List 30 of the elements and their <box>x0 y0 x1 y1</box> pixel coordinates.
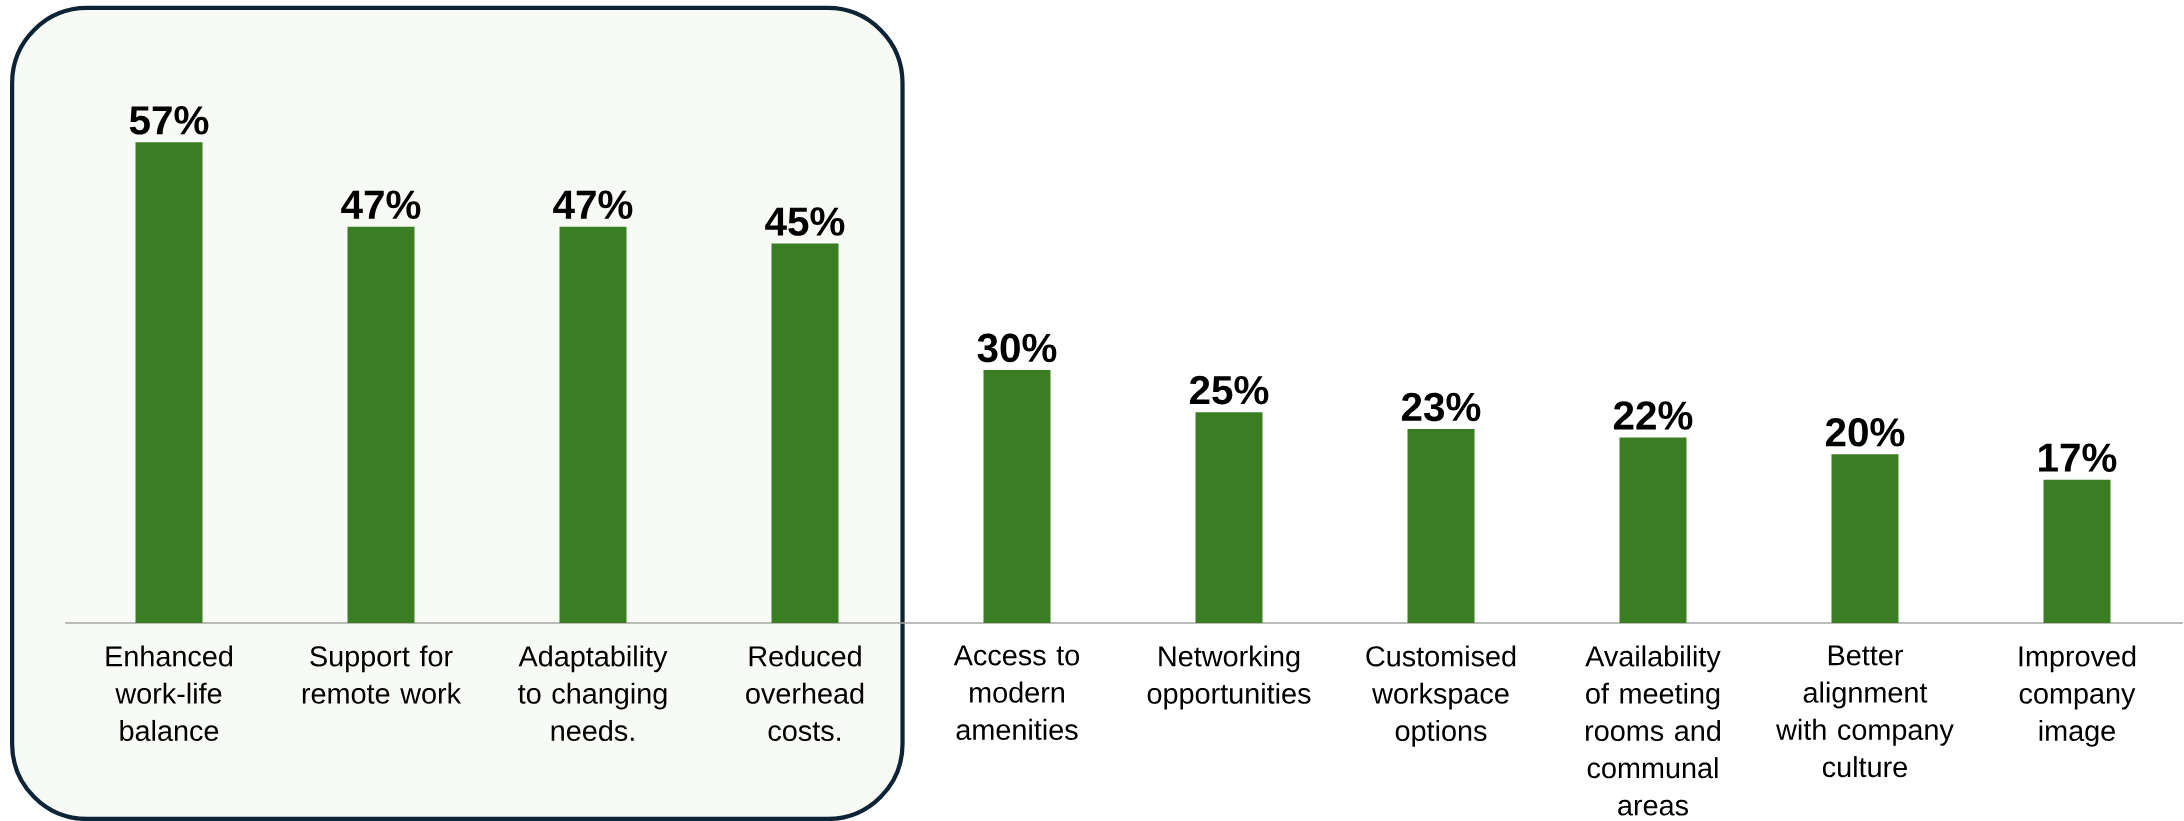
data-label: 17% <box>2039 443 2117 472</box>
bar <box>135 142 203 623</box>
x-tick-label: Support for remote work <box>302 645 462 704</box>
bar <box>2043 479 2111 623</box>
x-tick-label: Adaptability to changing needs. <box>518 645 668 742</box>
x-tick-label: Improved company image <box>2019 645 2136 747</box>
x-tick-label: Availability of meeting rooms and communal areas <box>1585 645 1721 816</box>
data-label: 47% <box>553 190 633 219</box>
data-label: 57% <box>129 106 209 135</box>
bar <box>983 370 1051 623</box>
bar <box>347 226 415 623</box>
bar <box>559 226 627 623</box>
data-label: 45% <box>765 207 845 236</box>
data-label: 30% <box>977 333 1057 363</box>
x-tick-label: Reduced overhead costs. <box>746 645 864 742</box>
bar <box>1407 429 1475 623</box>
x-tick-label: Customised workspace options <box>1366 645 1516 747</box>
x-tick-label: Networking opportunities <box>1147 645 1311 710</box>
data-label: 22% <box>1613 401 1693 430</box>
x-tick-label: Better alignment with company culture <box>1776 645 1954 778</box>
x-tick-label: Enhanced work-life balance <box>106 645 233 742</box>
bar <box>1619 437 1687 623</box>
bar <box>1195 412 1263 623</box>
x-tick-label: Access to modern amenities <box>953 645 1080 741</box>
data-label: 20% <box>1825 418 1905 447</box>
bar <box>771 243 839 623</box>
data-label: 25% <box>1189 375 1269 405</box>
data-label: 23% <box>1401 392 1481 422</box>
bar <box>1831 454 1899 623</box>
data-label: 47% <box>341 190 421 219</box>
